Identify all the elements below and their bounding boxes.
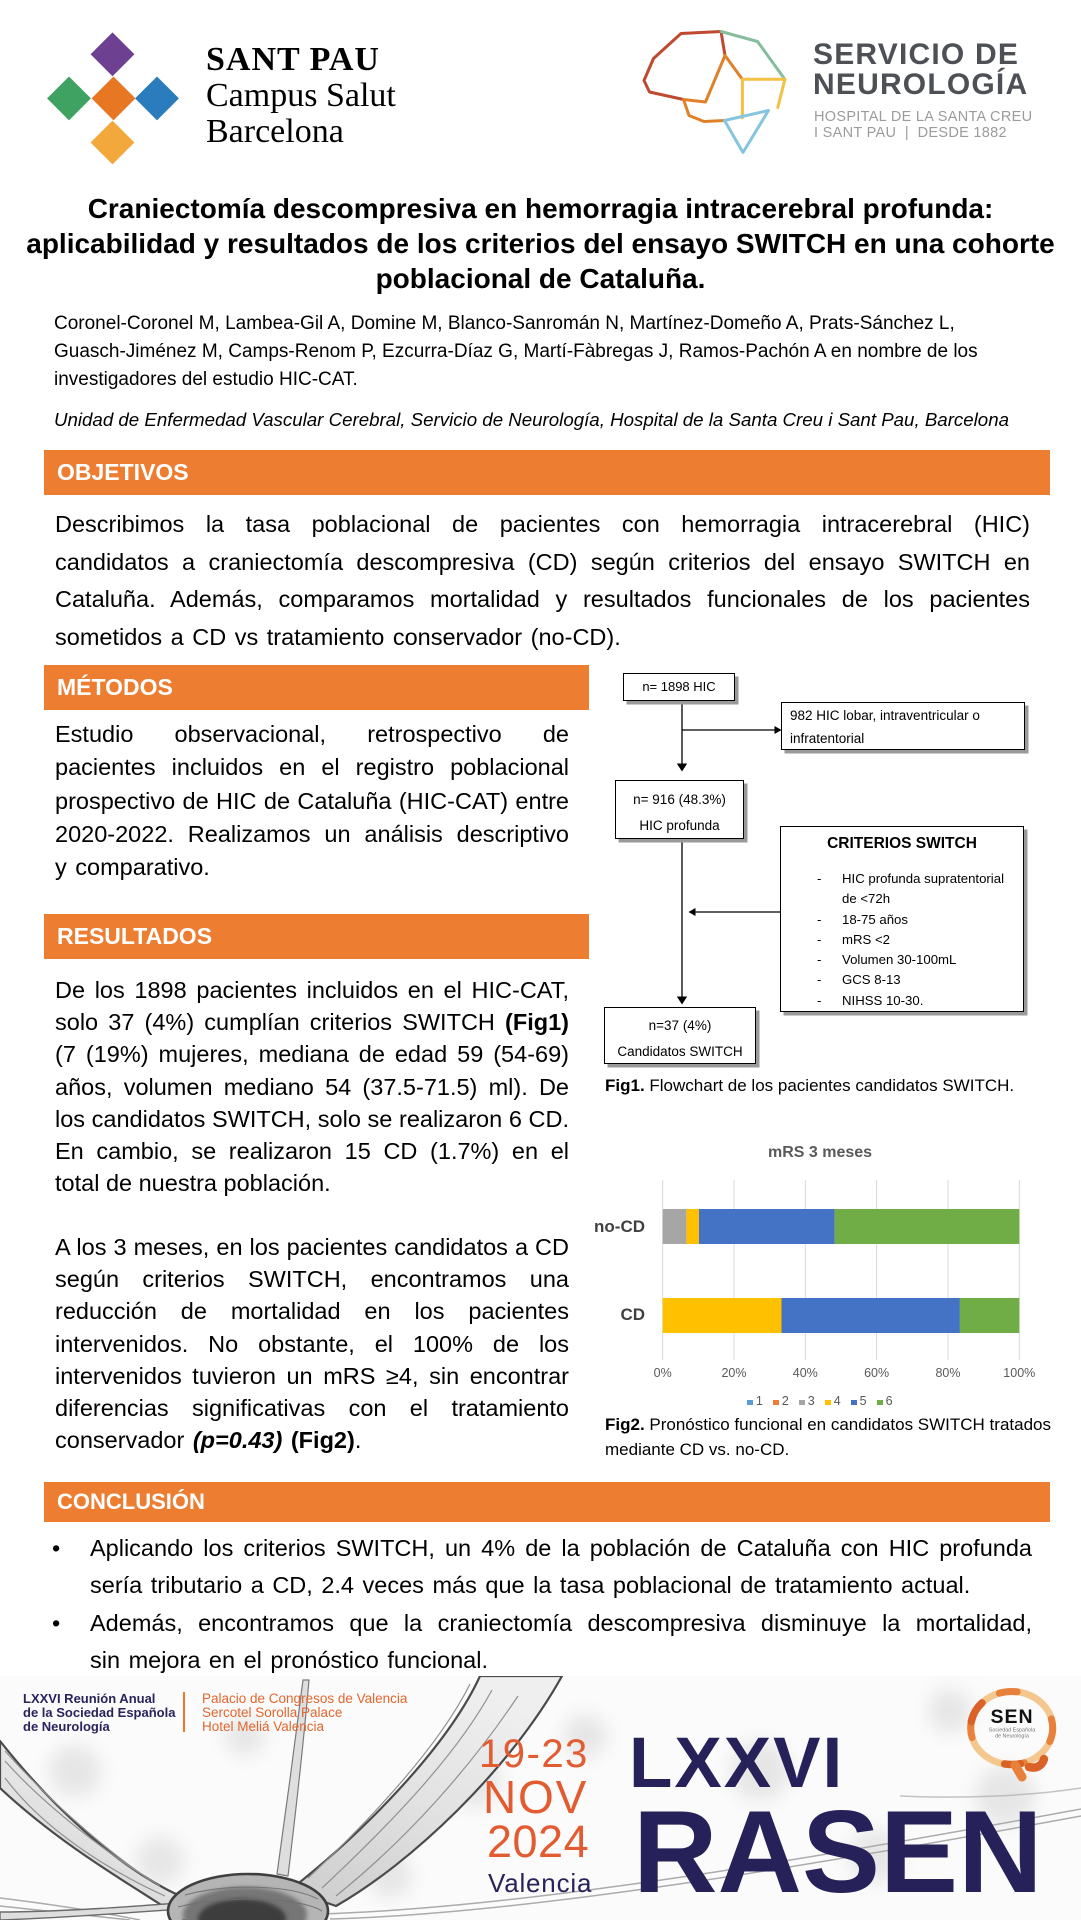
- svg-text:de Neurología: de Neurología: [995, 1734, 1029, 1740]
- svg-text:Sociedad Española: Sociedad Española: [989, 1728, 1035, 1734]
- svg-text:SEN: SEN: [990, 1706, 1033, 1728]
